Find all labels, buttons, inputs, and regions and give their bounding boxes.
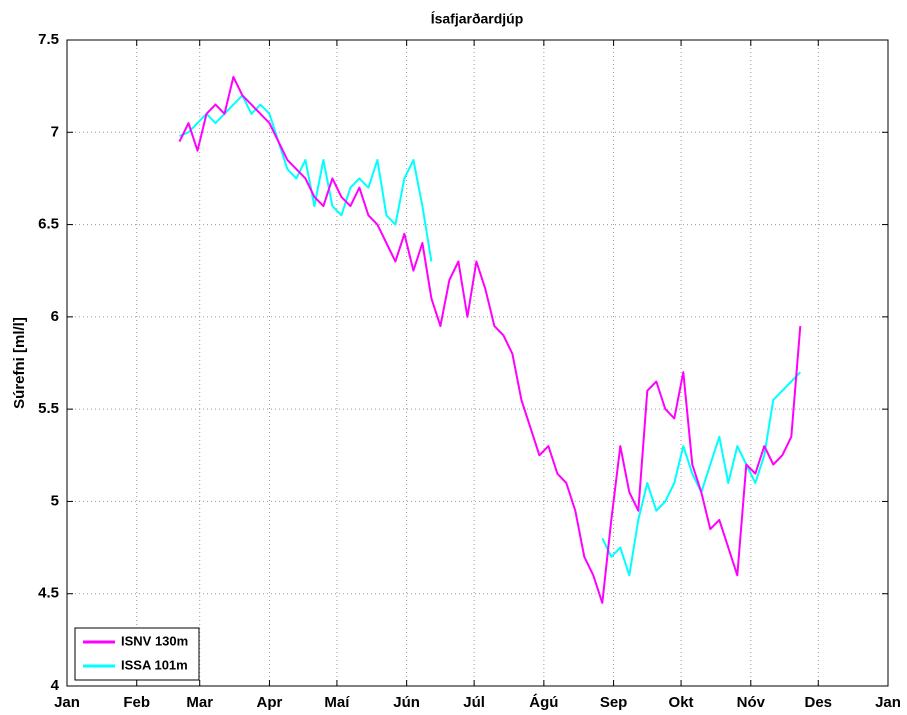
y-tick-label: 4.5 [38, 585, 59, 602]
x-tick-label: Feb [123, 694, 150, 711]
x-tick-label: Sep [600, 694, 628, 711]
y-tick-label: 7.5 [38, 31, 59, 48]
x-tick-label: Jan [875, 694, 901, 711]
legend-box [74, 627, 200, 681]
y-tick-label: 4 [51, 677, 60, 694]
y-axis-label: Súrefni [ml/l] [11, 317, 28, 409]
x-tick-label: Des [805, 694, 833, 711]
y-tick-label: 6 [51, 308, 59, 325]
y-tick-label: 6.5 [38, 216, 59, 233]
legend-label: ISNV 130m [121, 633, 188, 648]
y-tick-label: 5 [51, 492, 59, 509]
y-tick-label: 5.5 [38, 400, 59, 417]
x-tick-label: Jún [393, 694, 420, 711]
x-tick-label: Mar [186, 694, 213, 711]
x-tick-label: Okt [669, 694, 694, 711]
plot-frame [66, 39, 889, 687]
plot-area [66, 39, 889, 687]
x-tick-label: Ágú [529, 694, 558, 711]
chart-title: Ísafjarðardjúp [431, 11, 524, 27]
series-line [178, 75, 802, 604]
x-tick-label: Nóv [737, 694, 766, 711]
x-tick-label: Apr [257, 694, 283, 711]
x-tick-label: Júl [463, 694, 485, 711]
x-tick-label: Jan [54, 694, 80, 711]
legend-label: ISSA 101m [121, 657, 188, 672]
x-tick-label: Maí [324, 694, 350, 711]
y-tick-label: 7 [51, 123, 59, 140]
